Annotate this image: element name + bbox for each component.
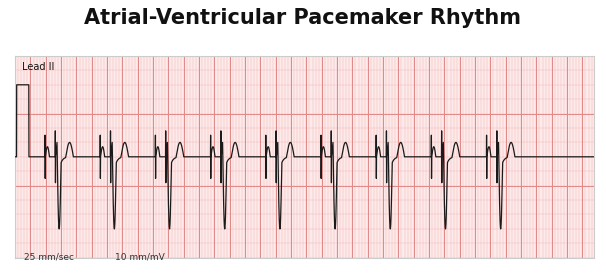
Text: 25 mm/sec: 25 mm/sec <box>24 253 75 262</box>
Text: 10 mm/mV: 10 mm/mV <box>115 253 165 262</box>
Text: Lead II: Lead II <box>22 62 55 72</box>
Text: Atrial-Ventricular Pacemaker Rhythm: Atrial-Ventricular Pacemaker Rhythm <box>84 8 522 28</box>
